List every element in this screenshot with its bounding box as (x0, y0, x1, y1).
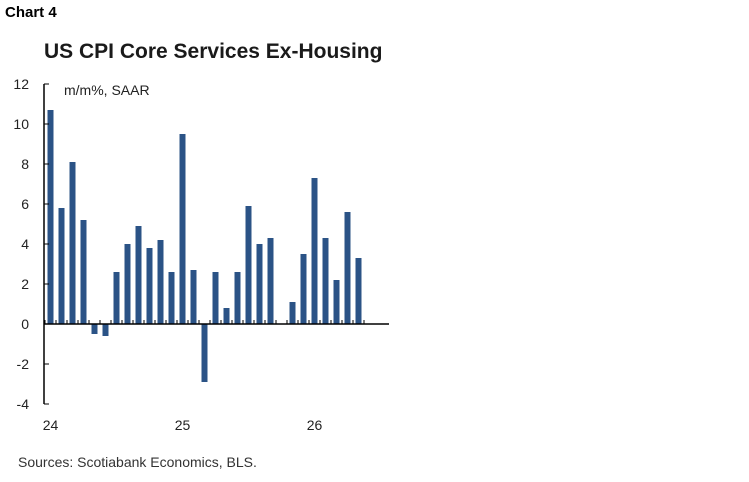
bar (124, 244, 131, 324)
bar (223, 308, 230, 324)
bar (168, 272, 175, 324)
y-tick-label: 8 (21, 156, 29, 172)
bar (102, 324, 109, 336)
bar (69, 162, 76, 324)
bar (333, 280, 340, 324)
y-tick-label: 10 (13, 116, 29, 132)
x-tick-label: 24 (43, 417, 59, 433)
y-tick-label: -4 (17, 396, 30, 412)
bar (212, 272, 219, 324)
bar (146, 248, 153, 324)
bar (58, 208, 65, 324)
y-tick-label: 2 (21, 276, 29, 292)
bar (245, 206, 252, 324)
unit-label: m/m%, SAAR (64, 82, 150, 98)
bar (179, 134, 186, 324)
bar (344, 212, 351, 324)
bar (113, 272, 120, 324)
bar (300, 254, 307, 324)
bar (157, 240, 164, 324)
y-tick-label: 0 (21, 316, 29, 332)
bar (135, 226, 142, 324)
y-tick-label: 6 (21, 196, 29, 212)
bar (47, 110, 54, 324)
x-tick-label: 26 (307, 417, 323, 433)
bar (190, 270, 197, 324)
bar (234, 272, 241, 324)
source-note: Sources: Scotiabank Economics, BLS. (18, 454, 257, 470)
bar (256, 244, 263, 324)
bar (322, 238, 329, 324)
bar (80, 220, 87, 324)
bars-group (47, 110, 362, 382)
chart-title: US CPI Core Services Ex-Housing (44, 40, 383, 63)
bar (355, 258, 362, 324)
bar (289, 302, 296, 324)
y-tick-label: 4 (21, 236, 29, 252)
chart-number: Chart 4 (5, 4, 57, 21)
bar (311, 178, 318, 324)
y-tick-label: 12 (13, 76, 29, 92)
bar (267, 238, 274, 324)
bar (91, 324, 98, 334)
y-tick-label: -2 (17, 356, 30, 372)
bar (201, 324, 208, 382)
x-tick-label: 25 (175, 417, 191, 433)
